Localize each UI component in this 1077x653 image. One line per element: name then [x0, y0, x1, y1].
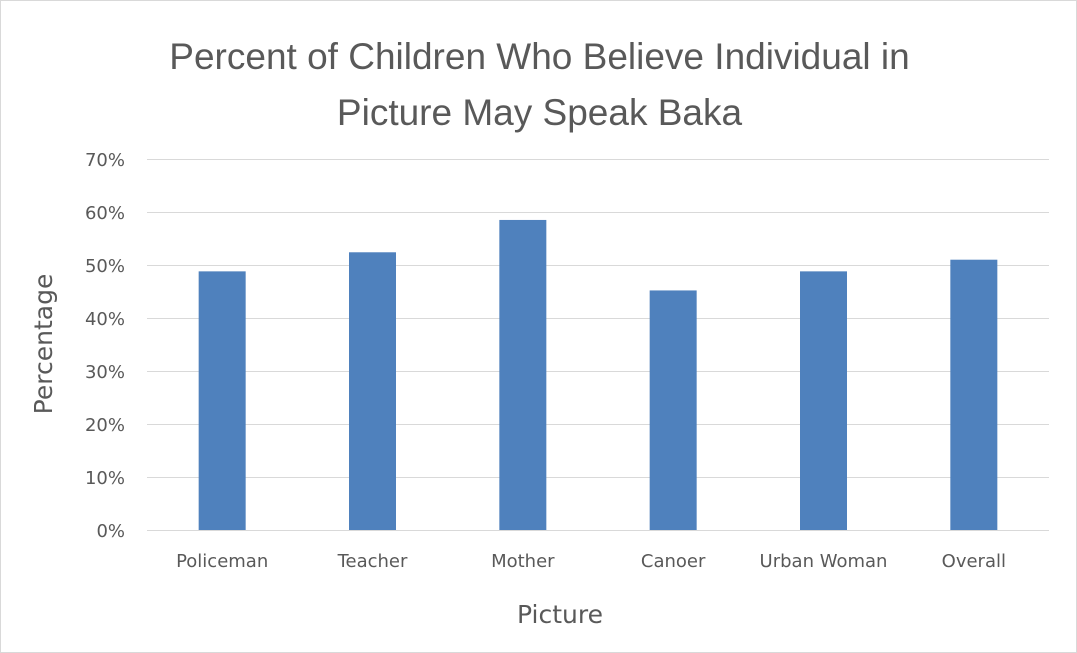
x-tick-label: Policeman [176, 551, 268, 572]
y-tick-label: 50% [85, 256, 125, 277]
y-axis-ticks: 0% 10% 20% 30% 40% 50% 60% 70% [85, 150, 125, 542]
x-axis-title: Picture [517, 600, 603, 629]
x-tick-label: Canoer [641, 551, 706, 572]
bar [499, 219, 547, 530]
bar [198, 271, 246, 530]
chart-title-line-1: Percent of Children Who Believe Individu… [169, 36, 910, 77]
bar [349, 252, 396, 530]
x-axis-ticks: Policeman Teacher Mother Canoer Urban Woman O… [176, 551, 1006, 572]
bars [198, 219, 998, 530]
bar [649, 290, 697, 530]
x-tick-label: Overall [942, 551, 1006, 572]
bar [950, 259, 998, 530]
x-tick-label: Mother [491, 551, 555, 572]
x-tick-label: Urban Woman [760, 551, 888, 572]
bar [800, 271, 847, 530]
y-tick-label: 40% [85, 309, 125, 330]
chart-title-line-2: Picture May Speak Baka [336, 92, 743, 133]
x-tick-label: Teacher [337, 551, 408, 572]
y-tick-label: 20% [85, 415, 125, 436]
chart-title: Percent of Children Who Believe Individu… [1, 29, 1077, 141]
gridlines [147, 159, 1049, 531]
y-tick-label: 10% [85, 468, 125, 489]
y-tick-label: 60% [85, 203, 125, 224]
y-tick-label: 70% [85, 150, 125, 171]
y-tick-label: 0% [96, 521, 125, 542]
y-tick-label: 30% [85, 362, 125, 383]
y-axis-title: Percentage [29, 274, 58, 415]
